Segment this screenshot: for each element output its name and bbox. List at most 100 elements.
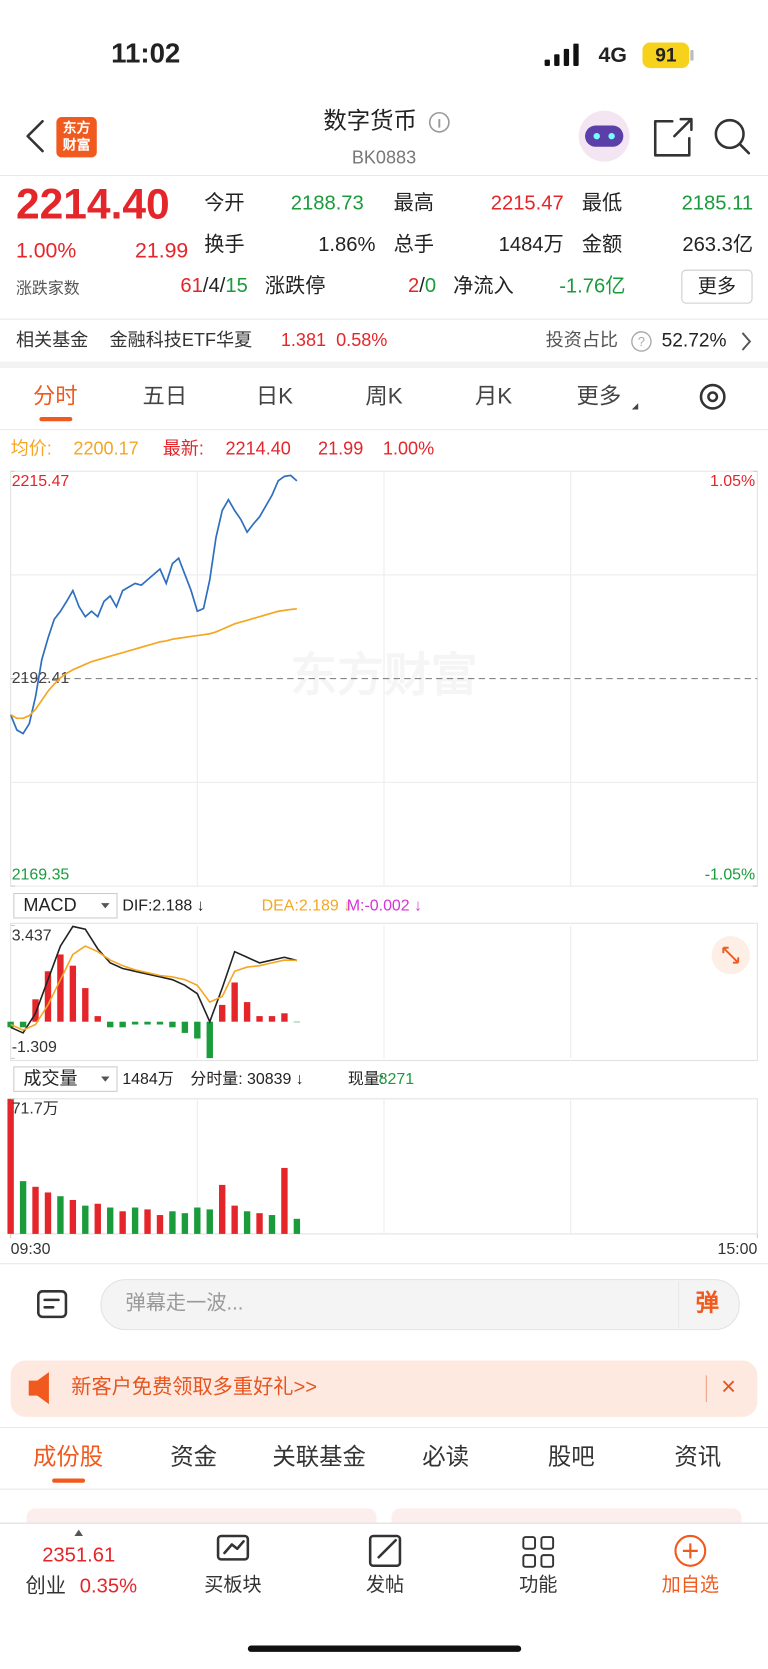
field-value: 1484万 <box>499 234 564 256</box>
macd-frame <box>10 922 758 1062</box>
volume-bar <box>107 1207 114 1234</box>
more-button[interactable] <box>681 269 753 304</box>
share-button[interactable] <box>653 117 693 157</box>
ratio-label: 投资占比 <box>546 330 618 350</box>
last-value: 2214.40 <box>226 439 291 459</box>
change-value: 21.99 <box>135 239 188 263</box>
battery-cap <box>690 49 694 61</box>
status-time: 11:02 <box>111 38 180 69</box>
macd-bar <box>219 1004 226 1022</box>
content: 11:02 4G 91 东方 财富 数字货币 BK0883 2214.40 1.… <box>0 38 768 1668</box>
indicator-selector[interactable] <box>13 892 118 919</box>
period-tab[interactable]: 周K <box>365 384 402 409</box>
period-tab[interactable]: 日K <box>256 384 293 409</box>
macd-bar <box>7 1021 14 1028</box>
index-value[interactable]: 2351.61 <box>42 1545 115 1567</box>
help-icon[interactable] <box>631 331 652 352</box>
danmaku-button[interactable]: 弹 <box>696 1289 719 1315</box>
volume-bar <box>131 1207 139 1234</box>
price-line <box>9 474 298 735</box>
macd-bar <box>107 1021 114 1028</box>
logo-text: 东方 <box>63 119 91 135</box>
nav-label[interactable]: 功能 <box>519 1574 557 1596</box>
bottom-nav <box>0 1523 768 1668</box>
search-button[interactable] <box>714 118 751 155</box>
field-label: 总手 <box>394 233 434 256</box>
separator: / <box>419 276 425 298</box>
period-tab[interactable]: 五日 <box>143 384 188 409</box>
avg-value: 2200.17 <box>73 439 138 459</box>
y2-tick-label: -1.05% <box>705 867 756 884</box>
period-tab[interactable]: 分时 <box>33 384 78 409</box>
add-watchlist-icon[interactable] <box>674 1534 707 1567</box>
back-button[interactable] <box>26 119 44 153</box>
macd-bar <box>32 999 39 1022</box>
index-name: 创业 <box>26 1574 66 1597</box>
legend-entry: 现量: <box>348 1071 384 1088</box>
battery <box>642 42 690 69</box>
legend-entry: 1484万 <box>122 1071 173 1088</box>
indicator-selector[interactable] <box>13 1066 118 1092</box>
logo-text: 财富 <box>63 136 91 152</box>
field-value: 2188.73 <box>291 193 364 215</box>
macd-bar <box>82 988 89 1022</box>
indicator-name: 成交量 <box>23 1068 77 1088</box>
macd-bar <box>69 965 77 1022</box>
period-tab[interactable]: 月K <box>475 384 512 409</box>
comment-input[interactable] <box>100 1279 740 1331</box>
sub-tab[interactable]: 资讯 <box>674 1444 721 1470</box>
limit-up: 2 <box>408 276 419 298</box>
sub-tab[interactable]: 必读 <box>422 1444 469 1470</box>
limit-down: 0 <box>425 276 436 298</box>
avg-label: 均价: <box>11 439 52 459</box>
y-tick-label: 71.7万 <box>12 1101 59 1118</box>
field-label: 今开 <box>204 192 244 215</box>
indicator-name: MACD <box>23 895 76 915</box>
assistant-avatar[interactable] <box>578 110 630 162</box>
price-line <box>10 607 297 720</box>
volume-bar <box>119 1211 126 1234</box>
post-icon[interactable] <box>368 1534 402 1568</box>
nav-label[interactable]: 发帖 <box>366 1574 404 1596</box>
app-logo[interactable] <box>56 117 97 158</box>
sub-tab[interactable]: 资金 <box>170 1444 217 1470</box>
nav-label[interactable]: 加自选 <box>662 1574 719 1596</box>
expand-button[interactable] <box>711 936 750 975</box>
period-tab[interactable]: 更多 <box>577 384 622 409</box>
fund-name[interactable]: 金融科技ETF华夏 <box>110 330 253 350</box>
volume-bar <box>256 1213 263 1234</box>
close-banner[interactable]: × <box>721 1373 736 1401</box>
sub-tab[interactable]: 关联基金 <box>272 1444 366 1470</box>
expand-mark <box>74 1529 83 1536</box>
sub-tab[interactable]: 成份股 <box>33 1444 103 1470</box>
volume-bar <box>231 1205 238 1234</box>
promo-banner[interactable] <box>10 1360 758 1417</box>
tab-underline <box>52 1478 86 1483</box>
network-label: 4G <box>599 43 627 67</box>
settings-button[interactable] <box>699 383 726 410</box>
nav-label[interactable]: 买板块 <box>204 1574 261 1596</box>
info-icon[interactable] <box>428 111 450 133</box>
last-change: 21.99 <box>318 439 363 459</box>
volume-bar <box>82 1205 89 1234</box>
volume-bar <box>219 1184 226 1234</box>
buy-sector-icon[interactable] <box>216 1534 250 1561</box>
field-label: 最低 <box>582 192 622 215</box>
macd-bar <box>281 1013 288 1022</box>
macd-bar <box>156 1021 164 1025</box>
more-button-label: 更多 <box>698 275 736 297</box>
macd-bar <box>169 1021 176 1028</box>
legend-entry: DIF:2.188 ↓ <box>122 897 204 914</box>
ratio-chevron[interactable] <box>741 332 752 351</box>
section-gap <box>0 361 768 369</box>
page-title: 数字货币 <box>323 108 417 134</box>
charts: 2215.472192.412169.351.05%-1.05%3.437-1.… <box>7 470 758 1258</box>
volume-bar <box>94 1203 101 1234</box>
down-count: 15 <box>225 276 247 298</box>
comment-list-button[interactable] <box>37 1290 68 1319</box>
sub-tab[interactable]: 股吧 <box>548 1444 595 1470</box>
home-indicator <box>247 1645 522 1652</box>
functions-icon[interactable] <box>522 1536 555 1568</box>
macd-bar <box>57 954 64 1022</box>
